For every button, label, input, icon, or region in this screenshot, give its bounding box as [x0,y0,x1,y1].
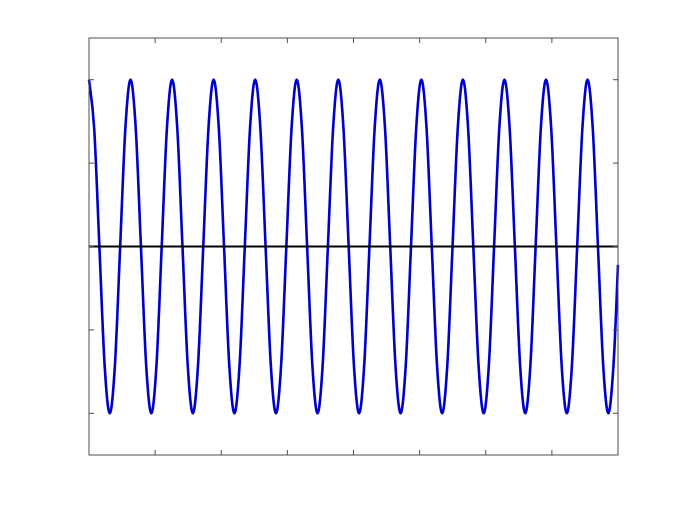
line-series [87,78,620,415]
